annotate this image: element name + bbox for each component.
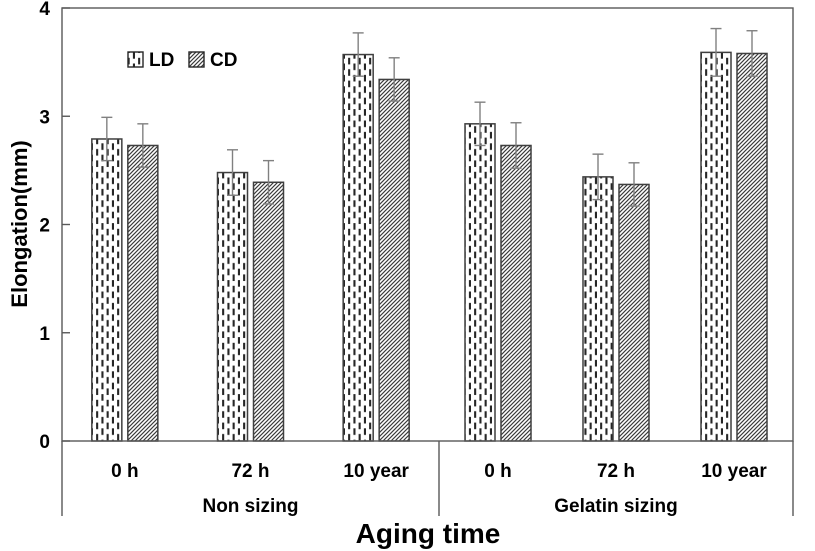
bar-cd-0h bbox=[127, 144, 159, 442]
category-label: 0 h bbox=[111, 461, 138, 482]
legend-label-cd: CD bbox=[210, 50, 237, 71]
bar-cd-10year bbox=[378, 78, 410, 442]
group-label: Non sizing bbox=[202, 496, 298, 517]
bar-ld-0h bbox=[91, 138, 123, 442]
y-tick-label: 0 bbox=[39, 432, 50, 453]
category-label: 0 h bbox=[484, 461, 511, 482]
bar-cd-0h bbox=[500, 144, 532, 442]
bar-ld-0h bbox=[464, 123, 496, 442]
bar-ld-72h bbox=[582, 176, 614, 442]
bar-ld-10year bbox=[700, 51, 732, 442]
category-label: 10 year bbox=[701, 461, 767, 482]
y-tick-label: 1 bbox=[39, 324, 50, 345]
legend-swatch-ld-icon bbox=[127, 51, 144, 68]
legend-label-ld: LD bbox=[149, 50, 174, 71]
bar-ld-10year bbox=[342, 53, 374, 442]
category-label: 10 year bbox=[343, 461, 409, 482]
category-label: 72 h bbox=[231, 461, 269, 482]
x-axis-title: Aging time bbox=[356, 518, 501, 549]
category-label: 72 h bbox=[597, 461, 635, 482]
y-tick-label: 3 bbox=[39, 107, 50, 128]
group-label: Gelatin sizing bbox=[554, 496, 678, 517]
bar-cd-72h bbox=[252, 181, 285, 442]
y-tick-label: 2 bbox=[39, 216, 50, 237]
bar-ld-72h bbox=[216, 171, 249, 442]
bar-cd-72h bbox=[618, 183, 650, 442]
plot-frame bbox=[61, 7, 794, 442]
bar-cd-10year bbox=[736, 52, 768, 442]
plot-content: 0 1 2 3 4 0 h 72 h 10 year Non sizing 0 h 72 h 10 y… bbox=[39, 0, 794, 517]
y-tick-label: 4 bbox=[39, 0, 50, 20]
legend: LD CD bbox=[127, 50, 237, 71]
legend-swatch-cd-icon bbox=[188, 51, 205, 68]
y-axis-title: Elongation(mm) bbox=[7, 140, 32, 307]
